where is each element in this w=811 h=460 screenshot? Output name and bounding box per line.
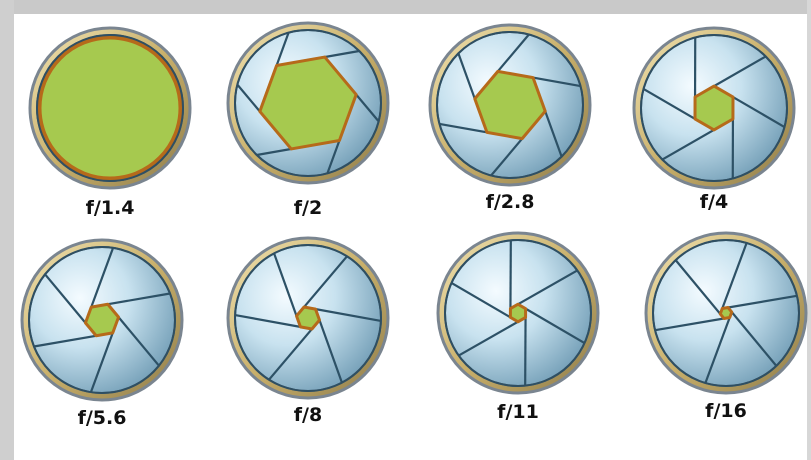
inner-ring (652, 239, 800, 387)
inner-ring (444, 239, 592, 387)
aperture-4: f/4 (632, 26, 796, 213)
aperture-opening (693, 84, 735, 132)
inner-ring (640, 34, 788, 182)
left-border (0, 0, 14, 460)
aperture-7: f/11 (436, 231, 600, 423)
blade-edge (458, 316, 527, 357)
f-stop-label: f/2.8 (486, 191, 535, 213)
aperture-6: f/8 (226, 236, 390, 426)
inner-ring (234, 244, 382, 392)
aperture-opening (258, 55, 358, 151)
blade-edge (674, 259, 725, 320)
f-stop-label: f/11 (497, 401, 539, 423)
inner-ring (36, 34, 184, 182)
blade-edge (704, 311, 733, 384)
aperture-opening (295, 305, 321, 331)
aperture-2: f/2 (226, 21, 390, 219)
aperture-8: f/16 (644, 231, 808, 422)
inner-ring (436, 31, 584, 179)
aperture-5: f/5.6 (20, 238, 184, 429)
blade-edge (727, 306, 778, 367)
aperture-1: f/1.4 (28, 26, 192, 219)
aperture-opening (473, 69, 547, 141)
blade-edge (509, 269, 578, 310)
top-border (0, 0, 811, 14)
f-stop-label: f/5.6 (78, 407, 127, 429)
aperture-3: f/2.8 (428, 23, 592, 213)
blade-edge (719, 242, 748, 315)
blade-edge (722, 294, 798, 310)
aperture-opening (36, 34, 184, 182)
f-stop-label: f/1.4 (86, 197, 135, 219)
right-border (807, 0, 811, 460)
aperture-opening (508, 302, 528, 324)
aperture-opening (718, 306, 734, 320)
f-stop-label: f/8 (294, 404, 322, 426)
blade-edge (517, 303, 586, 345)
inner-ring (28, 246, 176, 394)
f-stop-label: f/4 (700, 191, 728, 213)
f-stop-label: f/16 (705, 400, 747, 422)
f-stop-label: f/2 (294, 197, 322, 219)
blade-edge (654, 316, 730, 332)
inner-ring (234, 29, 382, 177)
aperture-opening (83, 302, 121, 338)
blade-edge (450, 281, 519, 323)
